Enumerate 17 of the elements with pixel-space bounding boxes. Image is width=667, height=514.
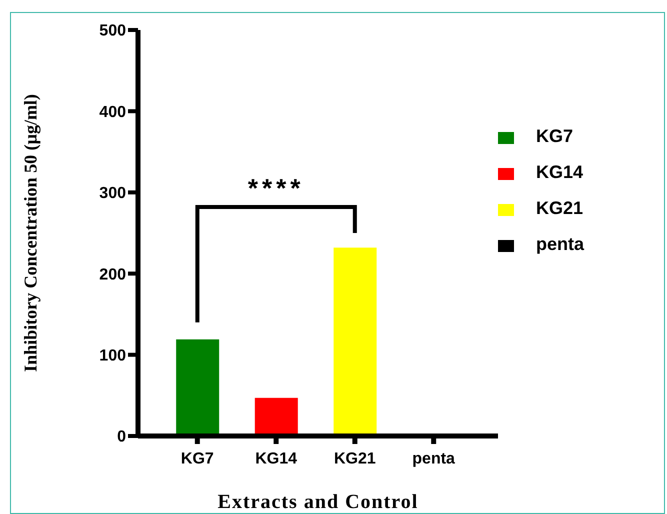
x-axis-title: Extracts and Control [218, 491, 418, 513]
legend-label: penta [536, 234, 584, 254]
legend-label: KG7 [536, 126, 574, 146]
x-tick-label: KG7 [180, 450, 214, 468]
legend-label: KG14 [536, 162, 584, 182]
y-tick-label: 200 [99, 266, 126, 284]
y-tick-label: 300 [99, 185, 126, 202]
legend-label: KG21 [536, 198, 584, 218]
y-tick-label: 400 [99, 104, 126, 121]
x-tick-label: penta [412, 450, 456, 468]
x-tick-label: KG21 [334, 450, 376, 468]
y-axis-title: Inhibitory Concentration 50 (µg/ml) [20, 94, 40, 372]
x-tick-label: KG14 [255, 450, 298, 468]
y-tick-label: 0 [117, 428, 126, 446]
y-tick-label: 100 [99, 347, 126, 364]
annotation: **** [248, 173, 304, 204]
y-tick-label: 500 [99, 22, 126, 40]
